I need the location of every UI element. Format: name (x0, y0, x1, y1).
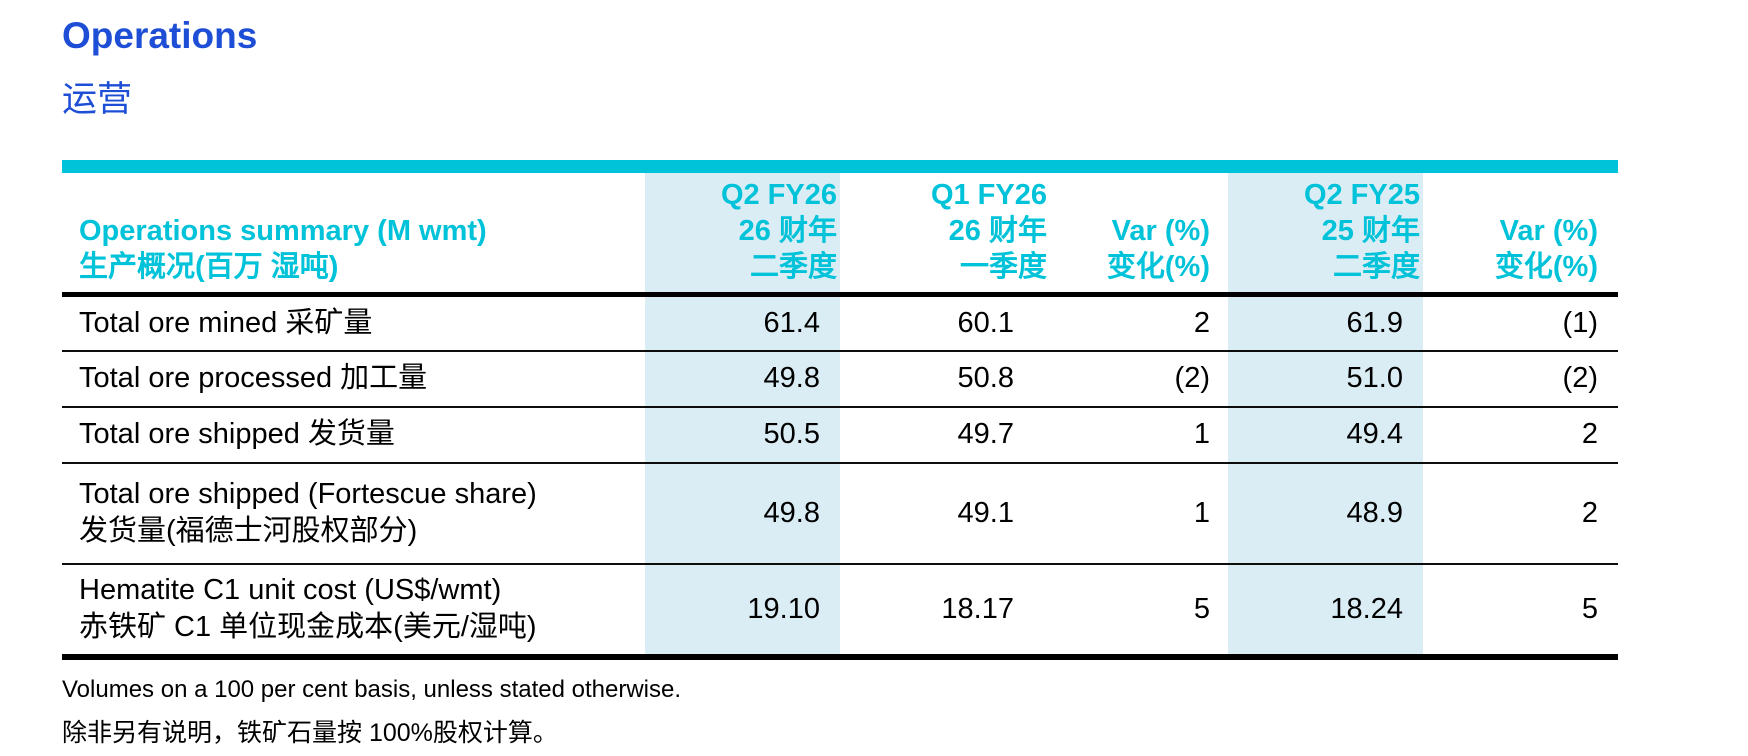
cell-value: 61.9 (1228, 294, 1423, 352)
cell-value: 50.8 (840, 350, 1060, 408)
header-col-var2: Var (%) 变化(%) (1423, 166, 1618, 297)
row-label: Total ore shipped 发货量 (62, 406, 645, 464)
cell-value: (2) (1060, 350, 1228, 408)
cell-value: 49.8 (645, 350, 840, 408)
cell-value: 19.10 (645, 563, 840, 660)
table-row-total-ore-shipped: Total ore shipped 发货量 50.5 49.7 1 49.4 2 (62, 406, 1618, 464)
header-label-zh: 生产概况(百万 湿吨) (79, 251, 339, 283)
cell-value: 61.4 (645, 294, 840, 352)
cell-value: 5 (1423, 563, 1618, 660)
table-row-total-ore-processed: Total ore processed 加工量 49.8 50.8 (2) 51… (62, 350, 1618, 408)
page-title: Operations (62, 15, 258, 56)
cell-value: 51.0 (1228, 350, 1423, 408)
cell-value: 49.1 (840, 462, 1060, 565)
table-row-total-ore-mined: Total ore mined 采矿量 61.4 60.1 2 61.9 (1) (62, 294, 1618, 352)
cell-value: 2 (1423, 406, 1618, 464)
cell-value: 18.24 (1228, 563, 1423, 660)
cell-value: 2 (1060, 294, 1228, 352)
cell-value: 5 (1060, 563, 1228, 660)
row-label: Total ore shipped (Fortescue share) 发货量(… (62, 462, 645, 565)
header-operations-summary: Operations summary (M wmt) 生产概况(百万 湿吨) (62, 166, 645, 297)
table-header-row: Operations summary (M wmt) 生产概况(百万 湿吨) Q… (62, 166, 1618, 297)
cell-value: 50.5 (645, 406, 840, 464)
cell-value: 2 (1423, 462, 1618, 565)
header-col-var1: Var (%) 变化(%) (1060, 166, 1228, 297)
header-label-en: Operations summary (M wmt) (79, 215, 487, 247)
operations-summary-table: Operations summary (M wmt) 生产概况(百万 湿吨) Q… (62, 160, 1618, 660)
page-title-chinese: 运营 (62, 80, 133, 119)
header-col-q1fy26: Q1 FY26 26 财年 一季度 (840, 166, 1060, 297)
cell-value: 1 (1060, 462, 1228, 565)
row-label: Total ore mined 采矿量 (62, 294, 645, 352)
row-label: Hematite C1 unit cost (US$/wmt) 赤铁矿 C1 单… (62, 563, 645, 660)
cell-value: 49.8 (645, 462, 840, 565)
header-col-q2fy25: Q2 FY25 25 财年 二季度 (1228, 166, 1423, 297)
cell-value: (1) (1423, 294, 1618, 352)
header-col-q2fy26: Q2 FY26 26 财年 二季度 (645, 166, 840, 297)
table-row-hematite-c1-unit-cost: Hematite C1 unit cost (US$/wmt) 赤铁矿 C1 单… (62, 563, 1618, 660)
cell-value: (2) (1423, 350, 1618, 408)
cell-value: 49.4 (1228, 406, 1423, 464)
cell-value: 18.17 (840, 563, 1060, 660)
cell-value: 60.1 (840, 294, 1060, 352)
cell-value: 48.9 (1228, 462, 1423, 565)
table-row-ore-shipped-fortescue-share: Total ore shipped (Fortescue share) 发货量(… (62, 462, 1618, 565)
footnote-chinese: 除非另有说明，铁矿石量按 100%股权计算。 (62, 718, 558, 747)
cell-value: 49.7 (840, 406, 1060, 464)
row-label: Total ore processed 加工量 (62, 350, 645, 408)
footnote-english: Volumes on a 100 per cent basis, unless … (62, 675, 682, 703)
cell-value: 1 (1060, 406, 1228, 464)
